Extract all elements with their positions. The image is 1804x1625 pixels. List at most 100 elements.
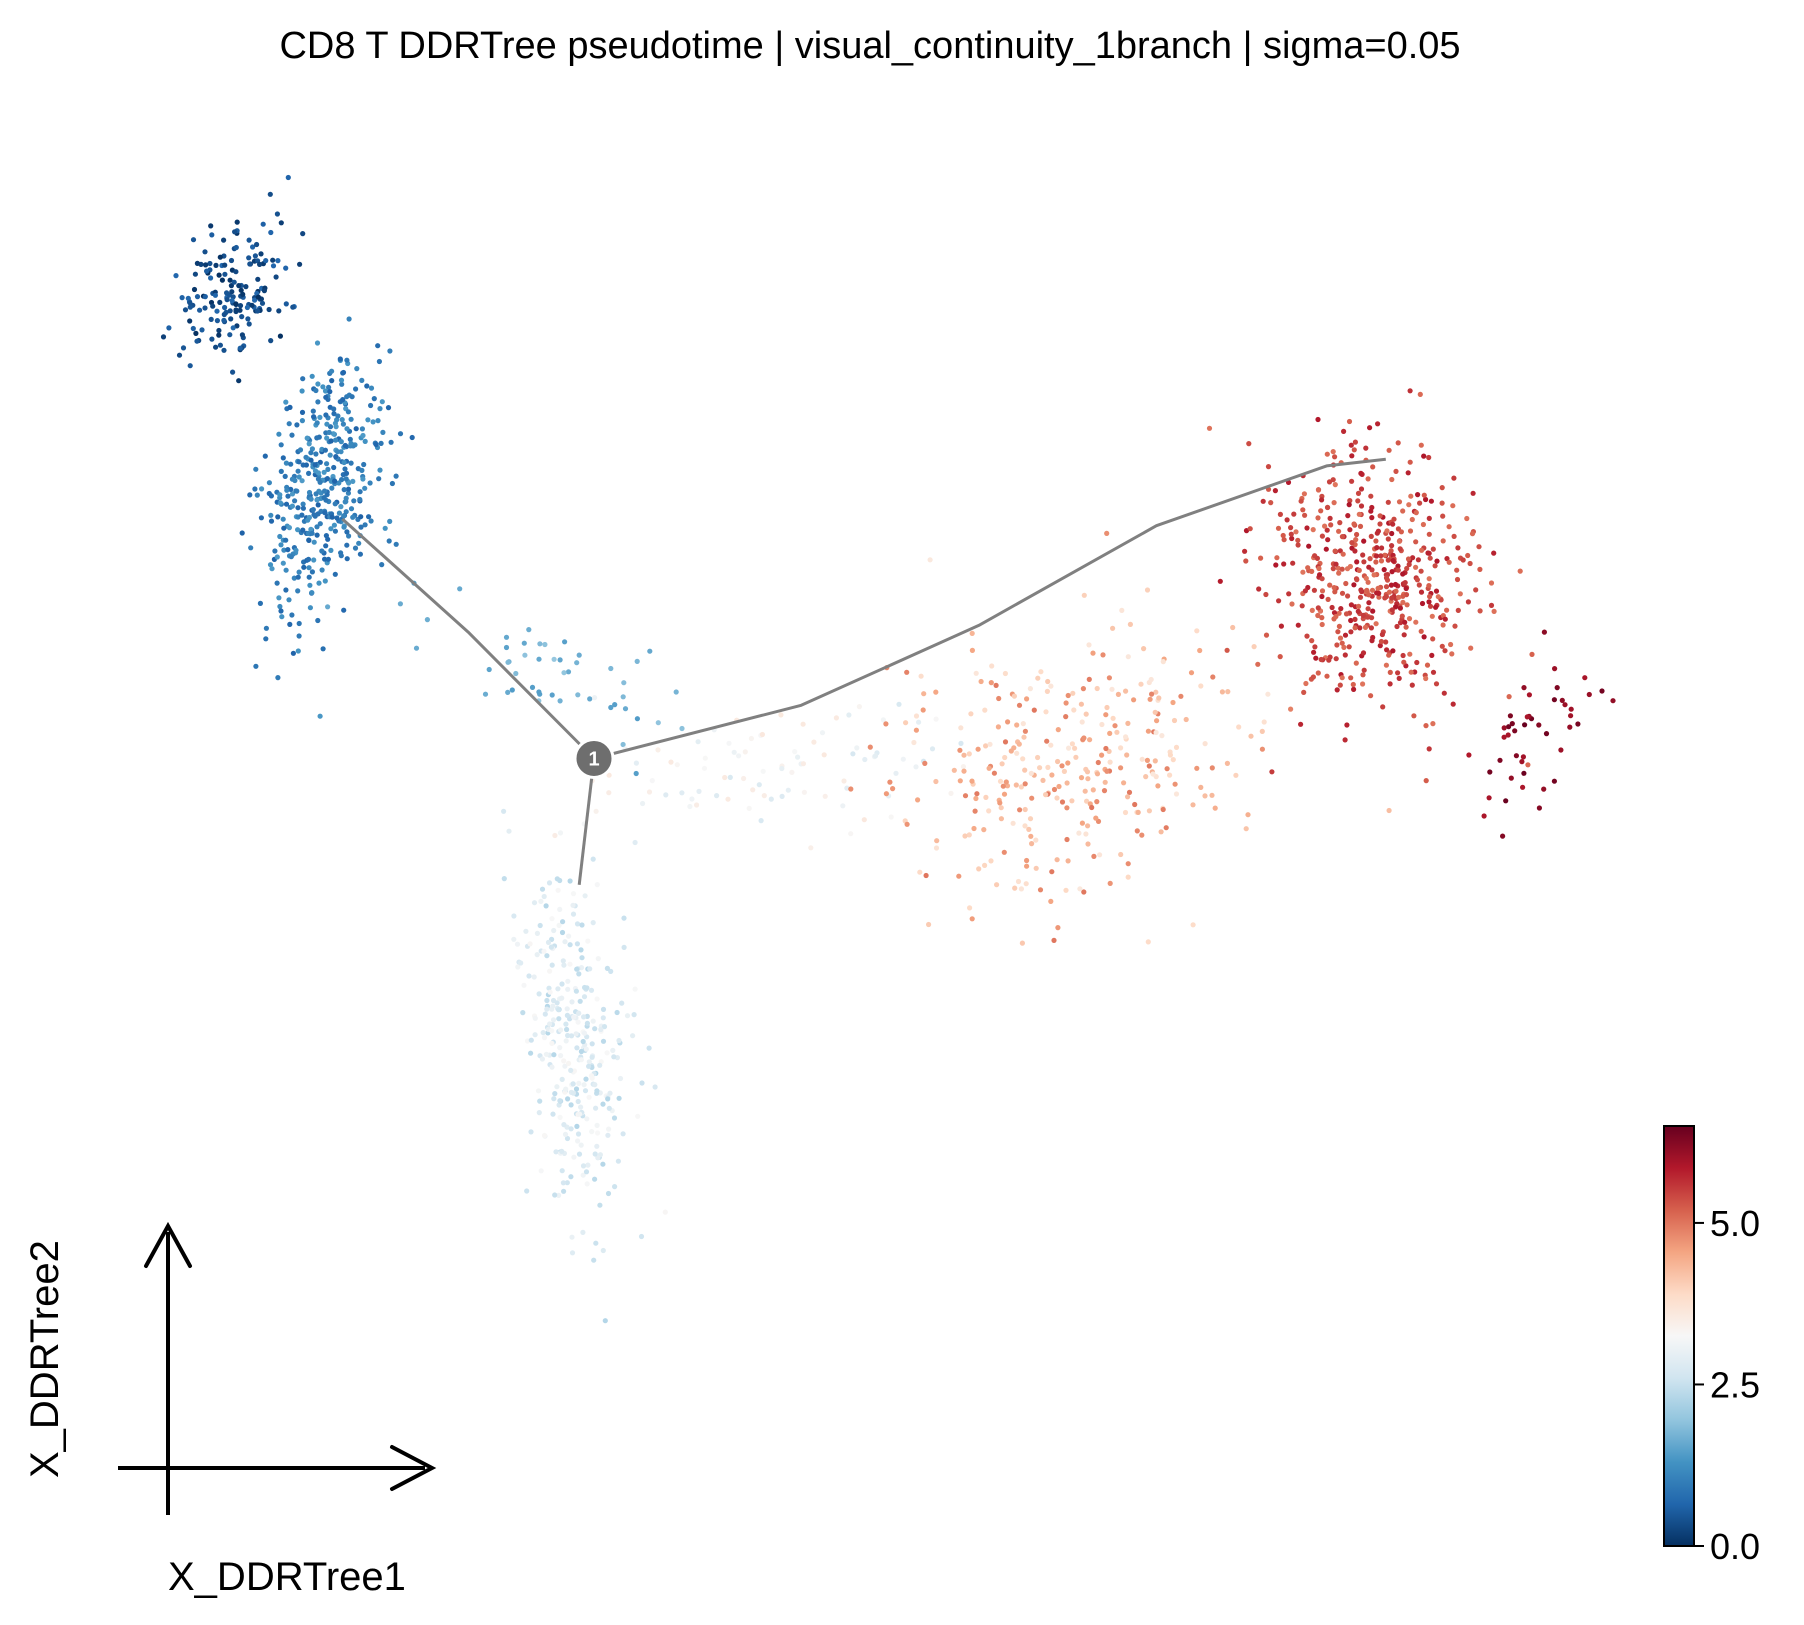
cell-point	[1536, 805, 1542, 811]
cell-point	[1439, 500, 1445, 506]
cell-point	[192, 271, 198, 277]
cell-point	[581, 1082, 587, 1088]
cell-point	[1339, 640, 1345, 646]
cell-point	[1466, 752, 1472, 758]
cell-point	[1427, 555, 1433, 561]
cell-point	[332, 501, 338, 507]
cell-point	[259, 300, 266, 306]
cell-point	[566, 933, 572, 939]
cell-point	[620, 1131, 626, 1137]
cell-point	[1138, 681, 1144, 687]
cell-point	[1417, 500, 1423, 506]
cell-point	[1256, 586, 1262, 592]
cell-point	[1442, 648, 1448, 654]
cell-point	[1363, 445, 1369, 451]
cell-point	[187, 363, 193, 369]
cell-point	[555, 1007, 562, 1013]
cell-point	[531, 900, 538, 906]
cell-point	[570, 891, 577, 897]
cell-point	[1107, 880, 1113, 887]
cell-point	[1064, 805, 1070, 811]
cell-point	[224, 297, 230, 303]
cell-point	[913, 764, 919, 770]
cell-point	[1288, 706, 1294, 712]
cell-point	[321, 495, 327, 501]
cell-point	[590, 1018, 596, 1024]
cell-point	[511, 936, 517, 942]
cell-point	[521, 640, 527, 646]
cell-point	[203, 262, 209, 268]
cell-point	[594, 1122, 600, 1128]
cell-point	[1044, 738, 1050, 744]
colorbar-gradient	[1663, 1125, 1695, 1547]
branch-point-markers: 1	[573, 737, 615, 779]
cell-point	[207, 260, 213, 267]
cell-point	[862, 756, 868, 763]
cell-point	[230, 369, 236, 375]
cell-point	[1173, 744, 1180, 751]
cell-point	[316, 580, 322, 586]
cell-point	[1027, 686, 1033, 692]
cell-point	[568, 1102, 574, 1108]
cell-point	[1125, 794, 1131, 800]
cell-point	[357, 489, 363, 495]
cell-point	[275, 514, 281, 520]
cell-point	[229, 289, 235, 295]
cell-point	[1441, 690, 1447, 696]
cell-point	[1450, 503, 1456, 509]
cell-point	[543, 1051, 550, 1057]
cell-point	[1378, 553, 1384, 559]
cell-point	[602, 1318, 608, 1324]
cell-point	[1125, 654, 1131, 660]
cell-point	[621, 944, 627, 951]
cell-point	[1356, 511, 1362, 517]
cell-point	[1028, 833, 1034, 839]
cell-point	[311, 557, 317, 563]
cell-point	[1344, 722, 1350, 728]
cell-point	[1261, 719, 1267, 725]
cell-point	[1423, 723, 1429, 729]
cell-point	[582, 984, 588, 991]
cell-point	[1363, 575, 1369, 582]
cell-point	[305, 530, 311, 537]
cell-point	[283, 567, 289, 573]
y-axis-label: X_DDRTree2	[23, 1240, 67, 1478]
cell-point	[1160, 806, 1166, 813]
cell-point	[329, 514, 335, 520]
cell-point	[971, 825, 977, 832]
cell-point	[606, 1105, 612, 1111]
cell-point	[283, 537, 289, 543]
cell-point	[1302, 588, 1308, 594]
cell-point	[247, 492, 253, 498]
cell-point	[373, 441, 379, 448]
cell-point	[1469, 531, 1476, 537]
cell-point	[574, 941, 581, 947]
cell-point	[240, 291, 246, 297]
cell-point	[1356, 567, 1362, 574]
cell-point	[348, 416, 354, 422]
cell-point	[725, 796, 731, 802]
cell-point	[345, 486, 352, 492]
cell-point	[647, 648, 653, 654]
cell-point	[561, 670, 567, 676]
cell-point	[520, 1010, 526, 1016]
cell-point	[314, 524, 320, 530]
cell-point	[289, 476, 295, 482]
cell-point	[1212, 805, 1218, 811]
cell-point	[322, 556, 328, 562]
cell-point	[1355, 608, 1361, 615]
cell-point	[1377, 521, 1383, 527]
cell-point	[1385, 499, 1391, 505]
cell-point	[299, 388, 305, 394]
cell-point	[1389, 595, 1395, 601]
cell-point	[1091, 853, 1097, 860]
cell-point	[601, 1024, 608, 1030]
cell-point	[296, 569, 302, 575]
cell-point	[573, 1086, 580, 1092]
cell-point	[1383, 639, 1389, 645]
cell-point	[564, 1026, 570, 1033]
cell-point	[551, 1096, 557, 1102]
cell-point	[1319, 497, 1325, 503]
cell-point	[1131, 697, 1137, 703]
